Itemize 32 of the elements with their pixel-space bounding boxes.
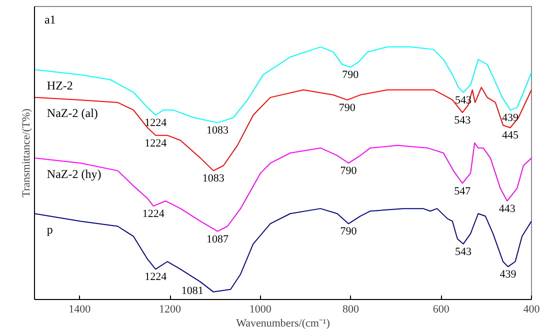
- series-label: NaZ-2 (al): [46, 106, 98, 120]
- annotation: 1087: [206, 233, 229, 246]
- x-tick-label: 1000: [249, 304, 272, 316]
- x-tick-label: 400: [523, 304, 540, 316]
- x-tick-label: 600: [432, 304, 450, 316]
- annotation: 547: [454, 185, 472, 198]
- series-label: NaZ-2 (hy): [46, 166, 102, 181]
- annotation: 1224: [144, 271, 168, 284]
- annotation: 1083: [202, 172, 225, 185]
- annotation: 790: [340, 165, 358, 178]
- annotation: 443: [498, 202, 516, 215]
- annotation: 1224: [144, 117, 168, 130]
- y-axis-title: Transmittance/(T%): [20, 108, 32, 198]
- annotation: 543: [455, 246, 472, 258]
- annotation: 439: [500, 268, 517, 281]
- annotation: 1081: [181, 284, 204, 297]
- annotation: 790: [342, 69, 360, 82]
- series-label: HZ-2: [46, 78, 73, 92]
- annotation: 445: [502, 130, 520, 142]
- x-tick-label: 800: [342, 304, 360, 316]
- annotation: 543: [454, 114, 472, 127]
- annotation: 1083: [206, 124, 229, 137]
- x-axis-title: Wavenumbers/(cm⁻¹): [236, 318, 330, 330]
- annotation: 1224: [144, 137, 168, 150]
- annotation: 1224: [142, 208, 165, 220]
- annotation: 790: [338, 102, 356, 114]
- annotation: 439: [502, 112, 520, 124]
- text: a1: [44, 12, 56, 26]
- x-tick-label: 1400: [68, 304, 92, 316]
- annotation: 790: [340, 226, 358, 238]
- series-label: p: [46, 222, 53, 236]
- x-tick-label: 1200: [159, 304, 182, 316]
